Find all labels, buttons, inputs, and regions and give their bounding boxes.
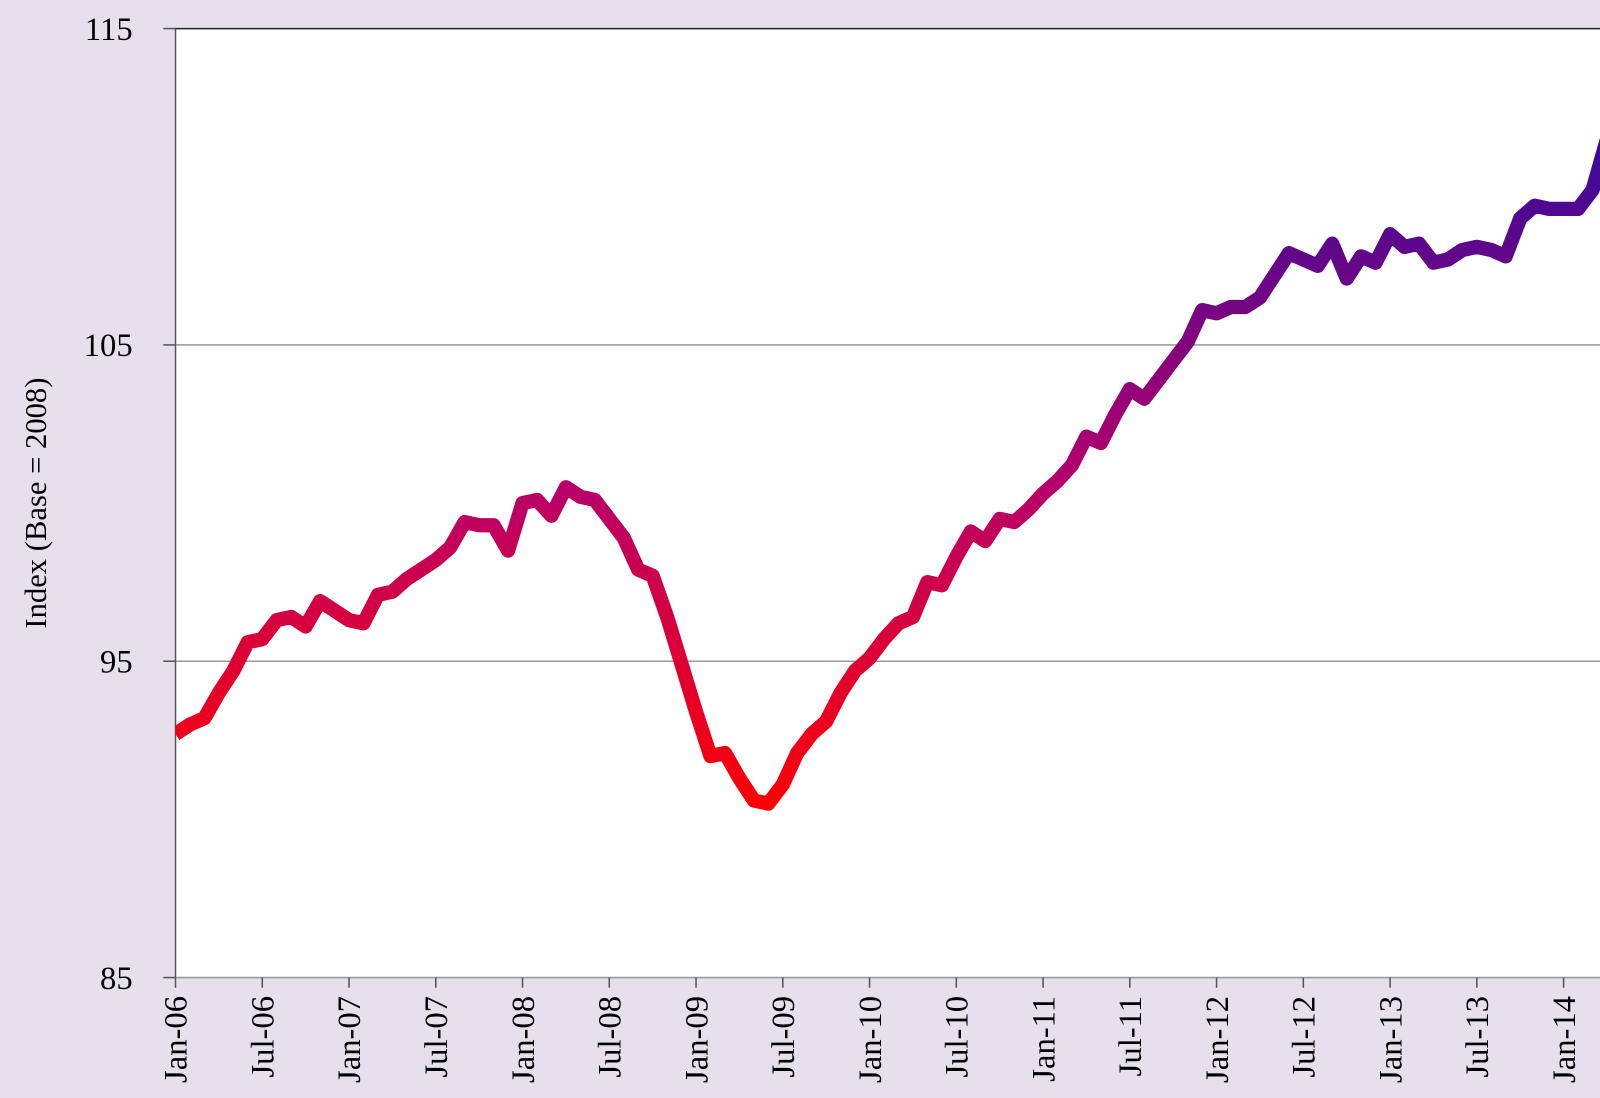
x-tick-label: Jul-09 (766, 996, 802, 1078)
x-tick-label: Jul-07 (419, 996, 455, 1078)
y-tick-label: 95 (100, 644, 133, 680)
x-tick-label: Jul-11 (1113, 996, 1149, 1076)
y-tick-label: 115 (85, 12, 133, 48)
x-tick-label: Jan-08 (506, 996, 542, 1083)
x-tick-label: Jan-13 (1373, 996, 1409, 1083)
plot-area (175, 28, 1600, 978)
x-tick-label: Jul-12 (1287, 996, 1323, 1078)
x-tick-label: Jan-06 (159, 996, 195, 1083)
x-tick-label: Jan-14 (1547, 996, 1583, 1083)
x-tick-label: Jan-11 (1026, 996, 1062, 1082)
x-tick-label: Jan-12 (1200, 996, 1236, 1083)
x-tick-label: Jan-10 (853, 996, 889, 1083)
x-tick-label: Jan-07 (332, 996, 368, 1083)
x-tick-label: Jul-08 (593, 996, 629, 1078)
x-tick-label: Jul-13 (1460, 996, 1496, 1078)
x-tick-label: Jul-10 (940, 996, 976, 1078)
data-line (175, 137, 1600, 811)
y-axis-label: Index (Base = 2008) (19, 378, 53, 629)
y-tick-label: 85 (100, 961, 133, 997)
x-tick-label: Jan-09 (679, 996, 715, 1083)
y-tick-label: 105 (84, 328, 133, 364)
x-tick-label: Jul-06 (245, 996, 281, 1078)
